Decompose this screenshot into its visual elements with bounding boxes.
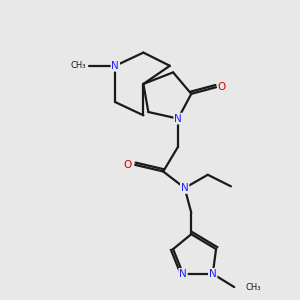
Text: N: N [111,61,119,71]
Text: O: O [218,82,226,92]
Text: N: N [75,61,83,71]
Text: N: N [174,114,182,124]
Text: CH₃: CH₃ [70,61,85,70]
Text: N: N [181,183,189,193]
Text: CH₃: CH₃ [246,283,261,292]
Text: N: N [209,269,217,279]
Text: O: O [124,160,132,170]
Text: N: N [179,269,187,279]
